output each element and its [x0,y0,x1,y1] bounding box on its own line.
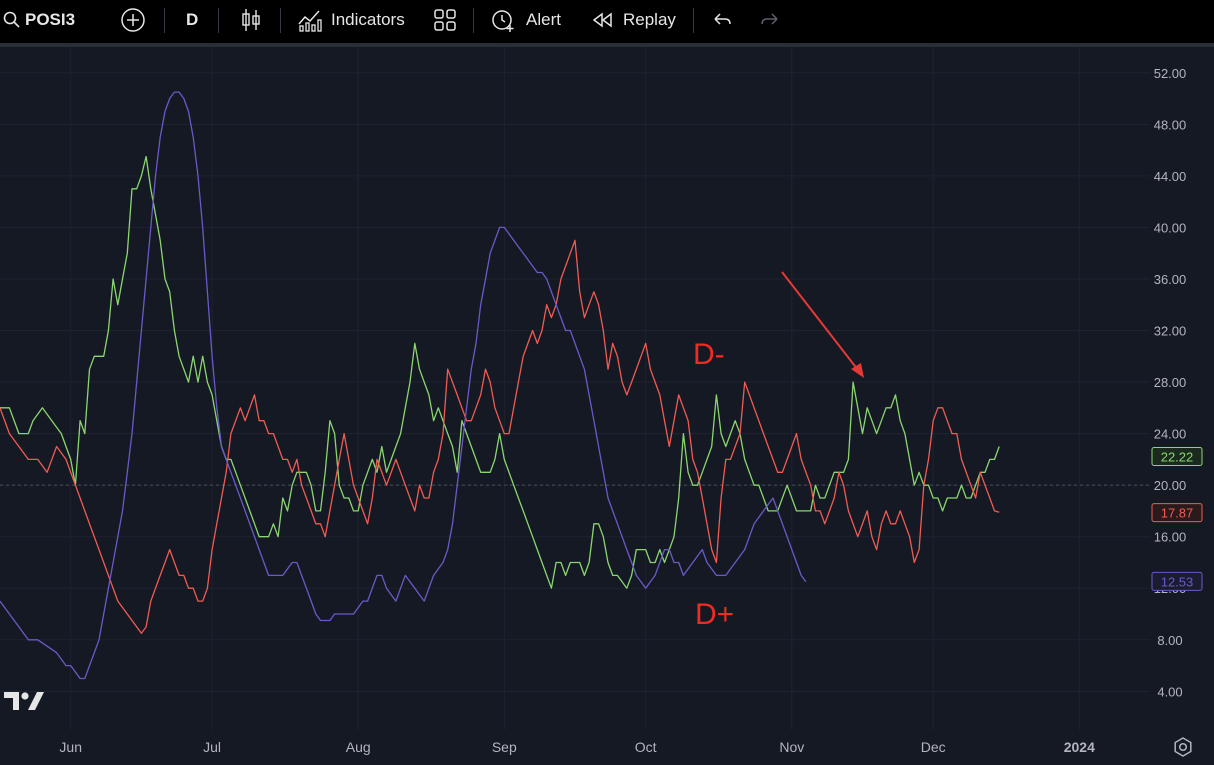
y-tick-label: 44.00 [1154,169,1187,184]
add-symbol-icon [120,7,146,33]
annotation-d-plus: D+ [695,598,734,631]
alert-label: Alert [526,10,561,29]
interval-label: D [186,10,199,29]
redo-button[interactable] [759,0,781,40]
alert-button[interactable]: Alert [490,0,561,40]
layouts-button[interactable] [433,0,457,40]
redo-icon [759,10,781,30]
last-value-text-blue: 12.53 [1161,574,1194,589]
time-axis: Jun Jul Aug Sep Oct Nov Dec 2024 [59,739,1095,755]
chart-settings-button[interactable] [1172,736,1194,763]
gear-icon [1172,737,1194,762]
tradingview-logo[interactable] [4,690,44,717]
x-tick-label: Sep [492,739,517,755]
annotation-d-minus: D- [693,338,725,371]
chart-type-button[interactable] [240,0,262,40]
indicators-button[interactable]: Indicators [297,0,405,40]
x-tick-label: Jul [203,739,221,755]
toolbar-separator [280,8,281,33]
replay-label: Replay [623,10,676,29]
search-icon [2,10,22,30]
toolbar-separator [473,8,474,33]
last-value-badge-red [1151,503,1203,523]
candles-icon [240,7,262,33]
x-tick-label: Dec [921,739,946,755]
indicators-label: Indicators [331,10,405,29]
y-tick-label: 28.00 [1154,375,1187,390]
y-tick-label: 32.00 [1154,324,1187,339]
x-tick-label: Nov [779,739,804,755]
series-line-0 [0,155,1000,589]
indicators-icon [297,7,323,33]
grid-lines [0,47,1150,730]
y-tick-label: 52.00 [1154,66,1187,81]
top-toolbar [0,0,1214,44]
last-value-badge-blue [1151,571,1203,591]
interval-button[interactable]: D [186,0,198,40]
replay-icon [592,10,614,30]
compare-symbol-button[interactable] [120,0,146,40]
undo-icon [711,10,733,30]
price-axis: 52.00 48.00 44.00 40.00 36.00 32.00 28.00 24.00… [1154,66,1187,700]
y-tick-label: 4.00 [1157,684,1182,699]
chart-area[interactable] [0,47,1214,765]
alert-icon [490,7,516,33]
last-value-text-green: 22.22 [1161,450,1194,465]
series-layer [0,91,1000,680]
y-tick-label: 8.00 [1157,633,1182,648]
symbol-label: POSI3 [25,10,76,29]
replay-button[interactable]: Replay [592,0,676,40]
x-tick-label: Oct [635,739,657,755]
last-value-badges: 22.22 17.87 12.53 [1151,447,1203,591]
symbol-search-button[interactable]: POSI3 [2,0,75,40]
last-value-badge-green [1151,447,1203,467]
y-tick-label: 48.00 [1154,117,1187,132]
layouts-icon [433,8,457,32]
last-value-text-red: 17.87 [1161,506,1194,521]
undo-button[interactable] [711,0,733,40]
toolbar-divider [0,43,1214,47]
series-line-1 [0,239,1000,634]
toolbar-separator [693,8,694,33]
y-tick-label: 20.00 [1154,478,1187,493]
toolbar-separator [164,8,165,33]
trend-arrow [781,271,864,378]
x-tick-label: Aug [346,739,371,755]
series-line-2 [0,91,807,680]
x-tick-label: 2024 [1064,739,1095,755]
x-tick-label: Jun [59,739,82,755]
y-tick-label: 36.00 [1154,272,1187,287]
y-tick-label: 16.00 [1154,530,1187,545]
y-tick-label: 24.00 [1154,427,1187,442]
y-tick-label: 40.00 [1154,220,1187,235]
toolbar-separator [218,8,219,33]
